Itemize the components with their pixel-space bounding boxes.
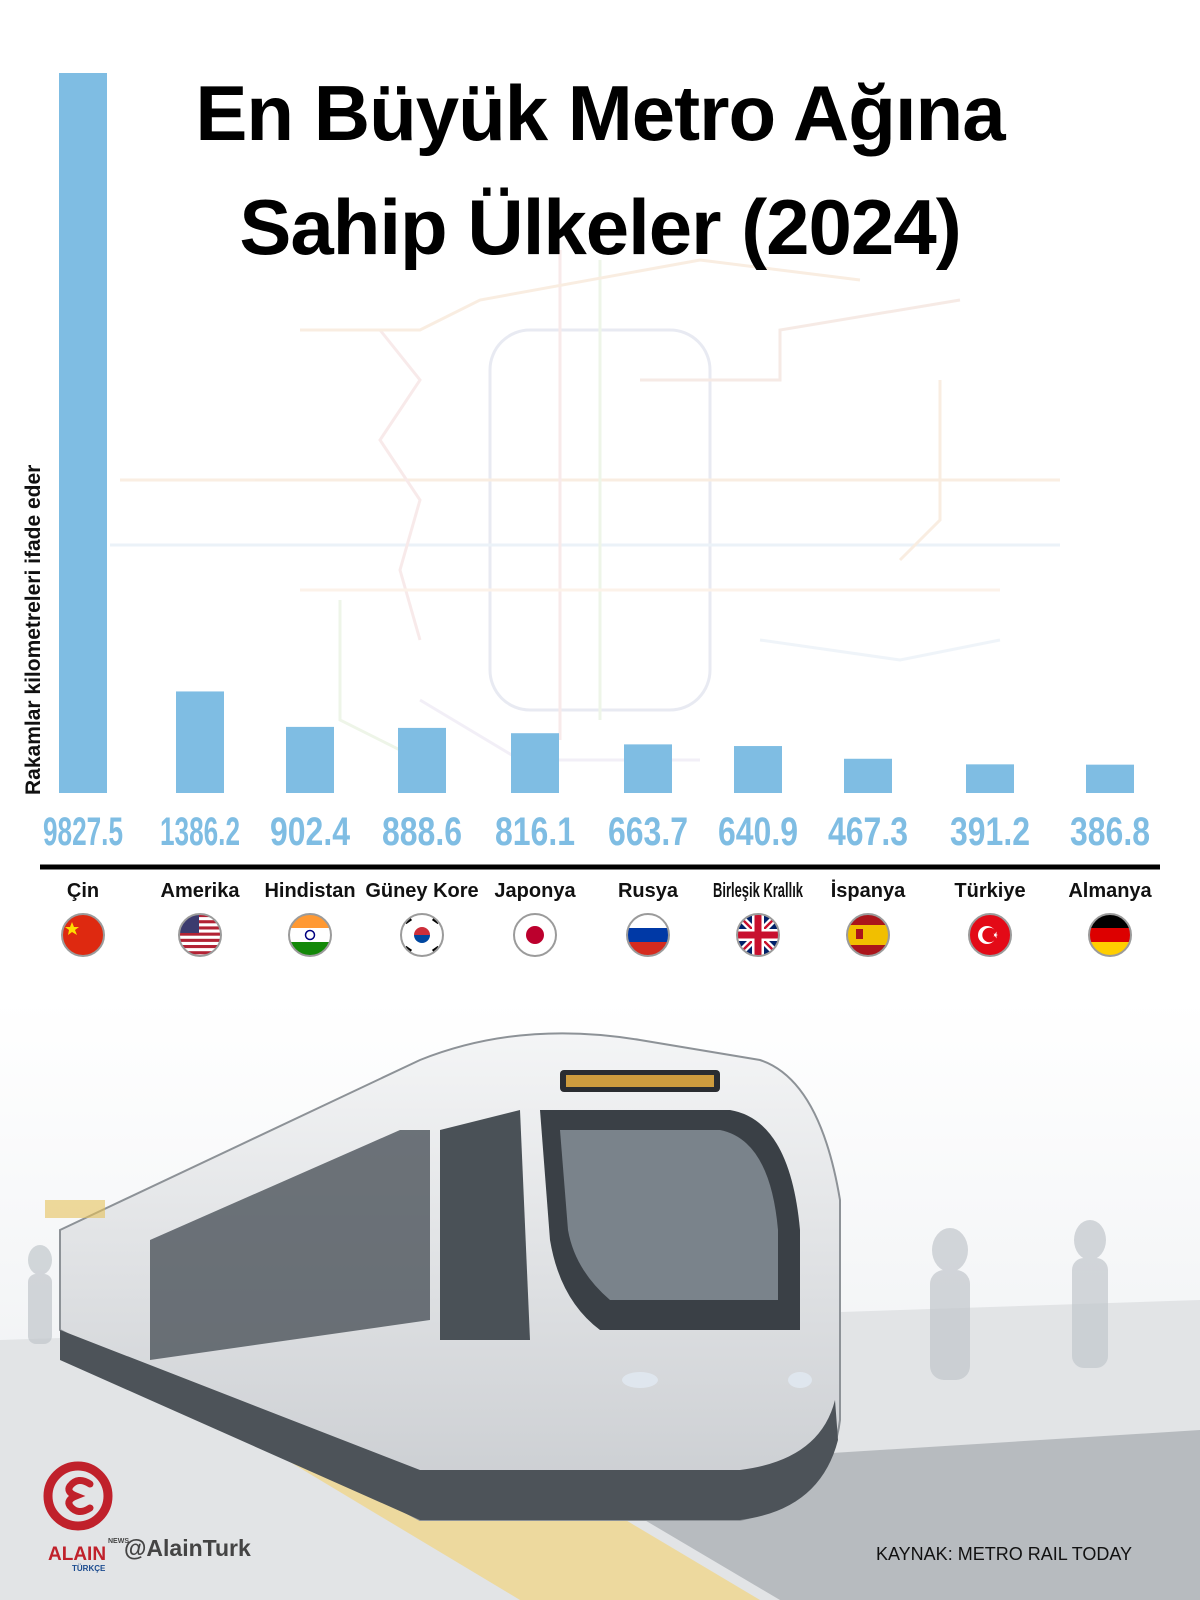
bar-2 bbox=[286, 726, 334, 793]
category-label-5: Rusya bbox=[618, 880, 679, 902]
category-label-1: Amerika bbox=[161, 880, 241, 902]
value-label-2: 902.4 bbox=[270, 810, 351, 854]
category-label-0: Çin bbox=[67, 880, 99, 902]
category-label-4: Japonya bbox=[494, 880, 576, 902]
uk-flag-icon bbox=[736, 913, 780, 957]
spain-flag-icon bbox=[846, 913, 890, 957]
value-label-7: 467.3 bbox=[828, 810, 908, 854]
value-label-3: 888.6 bbox=[382, 810, 462, 854]
bar-0 bbox=[59, 73, 107, 793]
value-label-8: 391.2 bbox=[950, 810, 1030, 854]
category-label-7: İspanya bbox=[831, 879, 906, 902]
south-korea-flag-icon bbox=[400, 913, 444, 957]
value-label-4: 816.1 bbox=[495, 810, 575, 854]
value-label-6: 640.9 bbox=[718, 810, 798, 854]
bar-3 bbox=[398, 727, 446, 793]
turkey-flag-icon bbox=[968, 913, 1012, 957]
bar-6 bbox=[734, 746, 782, 793]
chart-title-line-1: En Büyük Metro Ağına bbox=[195, 69, 1005, 157]
chart-title-line-2: Sahip Ülkeler (2024) bbox=[239, 183, 961, 271]
japan-flag-icon bbox=[513, 913, 557, 957]
usa-flag-icon bbox=[178, 913, 222, 957]
alain-logo-mark-icon bbox=[43, 1461, 113, 1531]
logo-brand-name: ALAIN bbox=[48, 1544, 107, 1565]
value-label-5: 663.7 bbox=[608, 810, 688, 854]
bar-1 bbox=[176, 691, 224, 793]
bar-7 bbox=[844, 758, 892, 793]
bar-chart: 9827.5 1386.2 902.4 888.6 816.1 663.7 640.9 467… bbox=[40, 73, 1160, 957]
social-handle: @AlainTurk bbox=[124, 1535, 251, 1561]
china-flag-icon bbox=[61, 913, 105, 957]
logo-news-text: NEWS bbox=[108, 1538, 129, 1545]
category-label-3: Güney Kore bbox=[365, 880, 478, 902]
category-label-9: Almanya bbox=[1068, 880, 1152, 902]
alain-logo: NEWS ALAIN TÜRKÇE bbox=[38, 1458, 129, 1578]
category-label-8: Türkiye bbox=[954, 880, 1025, 902]
value-label-1: 1386.2 bbox=[160, 810, 240, 854]
bar-5 bbox=[624, 744, 672, 793]
russia-flag-icon bbox=[626, 913, 670, 957]
india-flag-icon bbox=[288, 913, 332, 957]
logo-brand-sub: TÜRKÇE bbox=[72, 1564, 106, 1573]
bar-9 bbox=[1086, 764, 1134, 793]
value-label-9: 386.8 bbox=[1070, 810, 1150, 854]
category-label-2: Hindistan bbox=[264, 880, 355, 902]
bar-8 bbox=[966, 764, 1014, 793]
bar-4 bbox=[511, 733, 559, 793]
germany-flag-icon bbox=[1088, 913, 1132, 957]
source-note: KAYNAK: METRO RAIL TODAY bbox=[876, 1544, 1133, 1564]
value-label-0: 9827.5 bbox=[43, 810, 123, 854]
category-label-6: Birleşik Krallık bbox=[713, 880, 804, 902]
metro-train-illustration bbox=[0, 1000, 1200, 1600]
